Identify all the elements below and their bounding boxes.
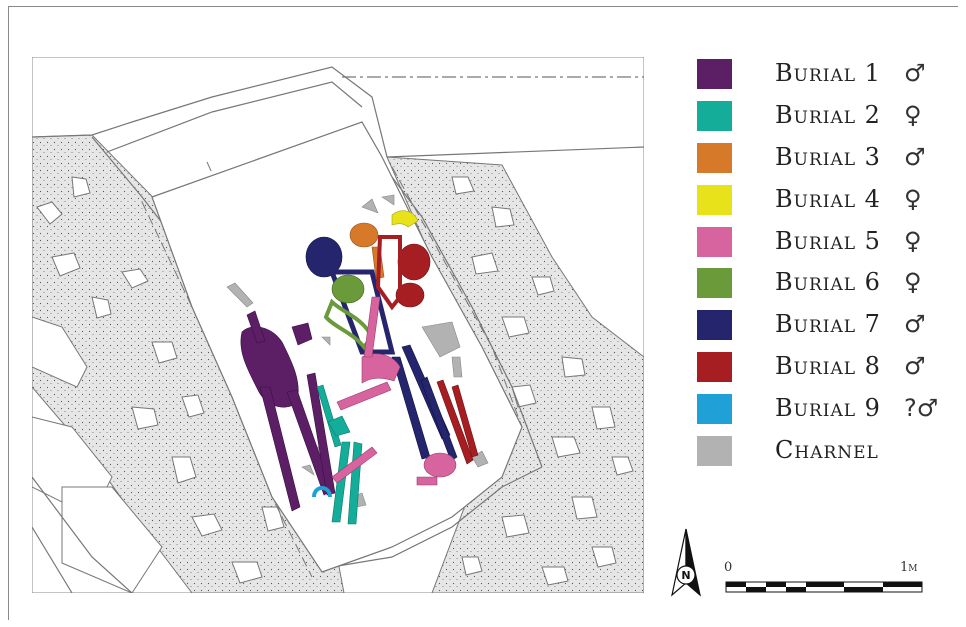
male-symbol-icon: ♂	[904, 59, 926, 87]
female-symbol-icon: ♀	[904, 184, 922, 213]
legend-item: Burial 3 ♂	[697, 141, 957, 183]
legend-label: Burial 8	[775, 352, 881, 381]
scale-end-label: 1m	[900, 560, 918, 575]
legend-item: Burial 9 ?♂	[697, 392, 957, 434]
legend-swatch	[697, 59, 732, 89]
burial-8-remains	[375, 235, 479, 465]
legend-item: Burial 6 ♀	[697, 266, 957, 308]
male-symbol-icon: ♂	[904, 142, 926, 171]
female-symbol-icon: ♀	[904, 268, 922, 297]
grave-outline	[151, 121, 523, 573]
plan-svg	[32, 57, 644, 593]
legend-label: Burial 4	[775, 184, 881, 213]
legend-swatch	[697, 100, 732, 131]
legend-item: Charnel	[697, 434, 957, 476]
legend-label: Burial 2	[775, 100, 881, 129]
north-letter: N	[681, 569, 690, 582]
legend-item: Burial 4 ♀	[697, 183, 957, 225]
legend-label: Burial 1	[775, 59, 881, 87]
female-symbol-icon: ♀	[904, 226, 922, 255]
legend-swatch	[697, 226, 732, 257]
north-arrow-icon: N	[668, 527, 704, 599]
legend-label: Burial 6	[775, 268, 881, 297]
probable-male-symbol-icon: ?♂	[904, 394, 939, 423]
legend-swatch	[697, 436, 732, 467]
legend-swatch	[697, 142, 732, 173]
scale-bar: 0 1m	[722, 560, 938, 600]
legend-item: Burial 5 ♀	[697, 225, 957, 267]
legend-label: Burial 7	[775, 310, 881, 339]
figure-frame	[8, 6, 958, 620]
legend-swatch	[697, 268, 732, 299]
burial-2-remains	[316, 384, 363, 525]
burial-7-remains	[305, 236, 458, 462]
burial-1-remains	[240, 310, 336, 512]
male-symbol-icon: ♂	[904, 310, 926, 339]
legend-item: Burial 8 ♂	[697, 350, 957, 392]
left-stones	[32, 176, 285, 593]
legend-swatch	[697, 352, 732, 383]
right-stones	[451, 176, 634, 586]
legend-label: Burial 9	[775, 394, 881, 423]
charnel-bones	[226, 194, 489, 508]
male-symbol-icon: ♂	[904, 352, 926, 381]
legend-item: Burial 7 ♂	[697, 308, 957, 350]
legend-label: Charnel	[775, 436, 879, 465]
scale-start-label: 0	[724, 560, 733, 575]
burial-9-remains	[312, 486, 332, 498]
burial-5-remains	[331, 296, 457, 486]
legend-label: Burial 3	[775, 142, 881, 171]
legend-swatch	[697, 394, 732, 425]
legend-label: Burial 5	[775, 226, 881, 255]
excavation-plan	[32, 57, 644, 593]
burial-4-remains	[391, 210, 419, 228]
legend-swatch	[697, 310, 732, 341]
burial-6-remains	[323, 274, 375, 351]
legend: Burial 1 ♂ Burial 2 ♀ Burial 3 ♂ Burial …	[697, 57, 957, 476]
legend-item: Burial 2 ♀	[697, 99, 957, 141]
female-symbol-icon: ♀	[904, 100, 922, 129]
legend-swatch	[697, 184, 732, 215]
legend-item: Burial 1 ♂	[697, 57, 957, 99]
